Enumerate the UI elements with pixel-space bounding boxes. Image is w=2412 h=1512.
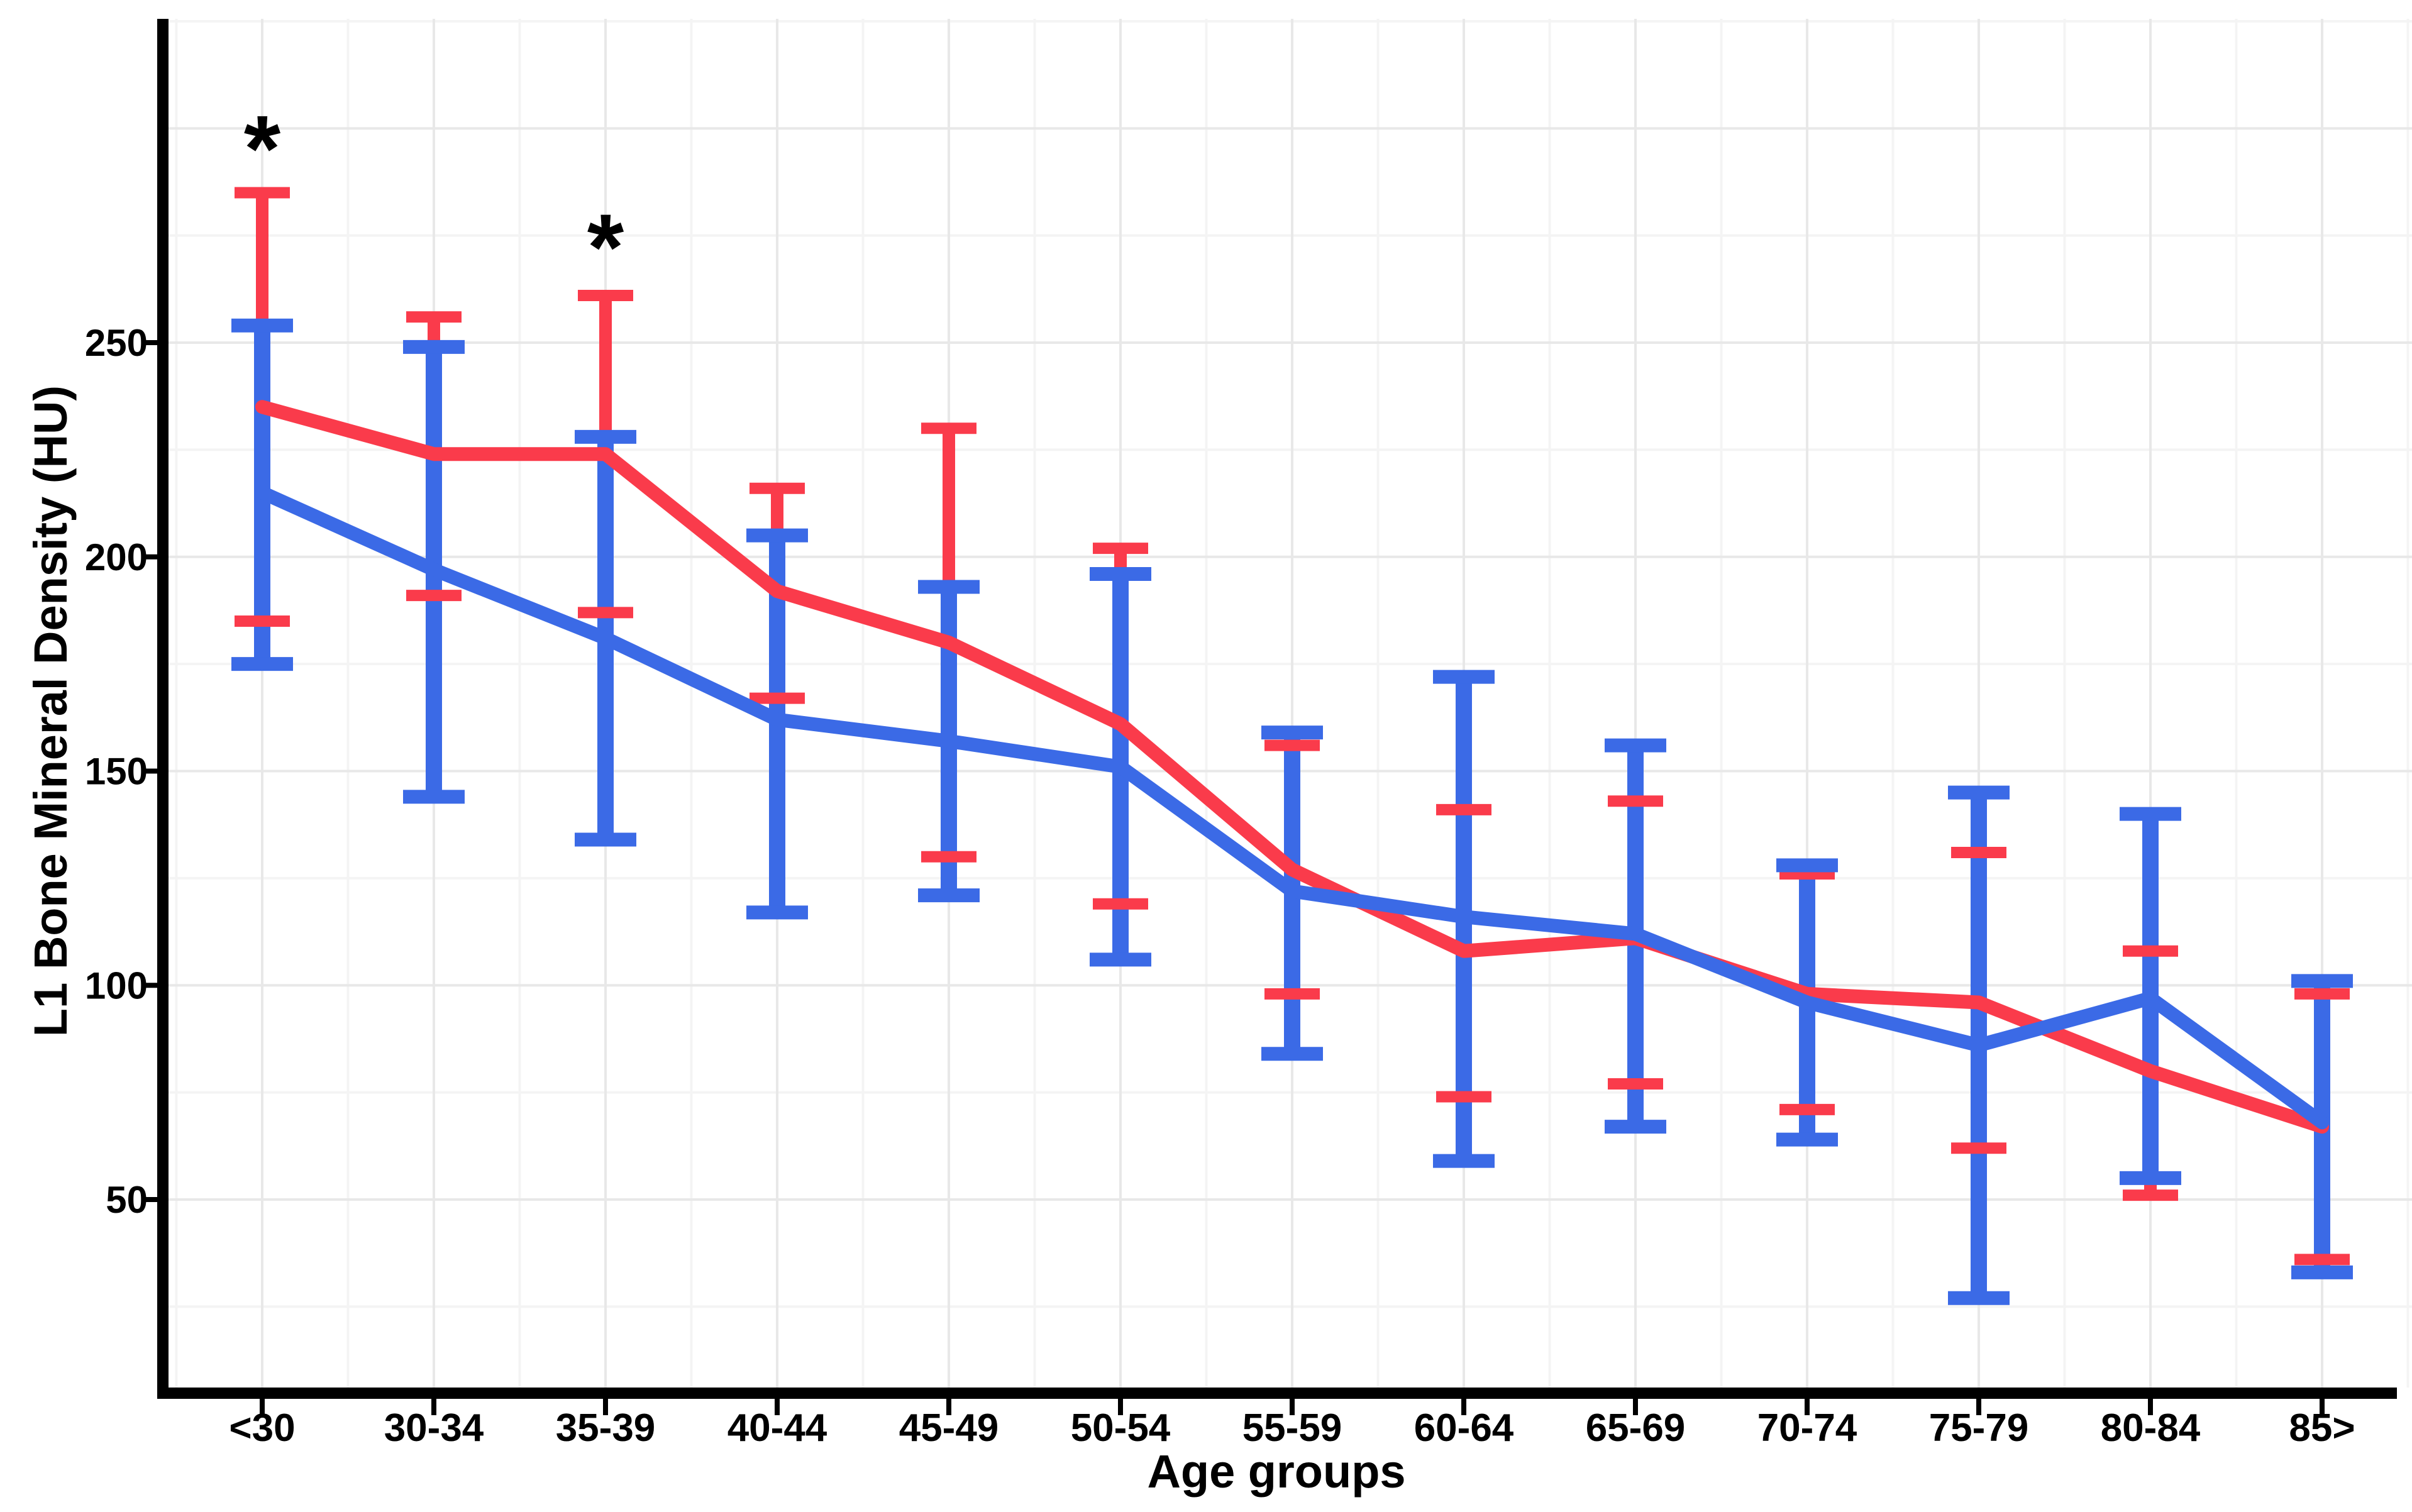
- x-tick-label: 35-39: [556, 1406, 656, 1450]
- x-tick-label: 40-44: [727, 1406, 827, 1450]
- y-tick-label: 50: [106, 1179, 148, 1221]
- x-axis-spine: [157, 1388, 2397, 1399]
- y-tick-label: 200: [85, 536, 148, 578]
- axes: 50 100 150 200 250 <30 30-34 35-39 40-44 45-49 50-…: [85, 19, 2397, 1450]
- y-tick-label: 150: [85, 751, 148, 793]
- x-tick-label: 60-64: [1414, 1406, 1514, 1450]
- blue-group-line: [255, 485, 2329, 1130]
- x-tick-label: 55-59: [1242, 1406, 1342, 1450]
- significance-asterisk: *: [244, 96, 281, 201]
- y-axis-title: L1 Bone Mineral Density (HU): [25, 385, 77, 1037]
- x-tick-label: 85>: [2289, 1406, 2355, 1450]
- red-group-line: [255, 400, 2329, 1134]
- significance-asterisk: *: [587, 194, 624, 300]
- series-lines: [255, 400, 2329, 1134]
- y-tick-label: 100: [85, 964, 148, 1007]
- x-tick-label: 80-84: [2101, 1406, 2201, 1450]
- y-axis-spine: [157, 19, 169, 1399]
- y-tick-label: 250: [85, 322, 148, 364]
- x-tick-label: 75-79: [1929, 1406, 2029, 1450]
- x-tick-label: 70-74: [1757, 1406, 1857, 1450]
- x-tick-label: 30-34: [384, 1406, 484, 1450]
- annotations: **: [244, 96, 624, 300]
- x-tick-label: 50-54: [1071, 1406, 1171, 1450]
- x-tick-label: 45-49: [899, 1406, 999, 1450]
- x-axis-title: Age groups: [1147, 1445, 1405, 1498]
- x-tick-label: <30: [229, 1406, 295, 1450]
- gridlines: [157, 19, 2412, 1388]
- x-tick-label: 65-69: [1586, 1406, 1686, 1450]
